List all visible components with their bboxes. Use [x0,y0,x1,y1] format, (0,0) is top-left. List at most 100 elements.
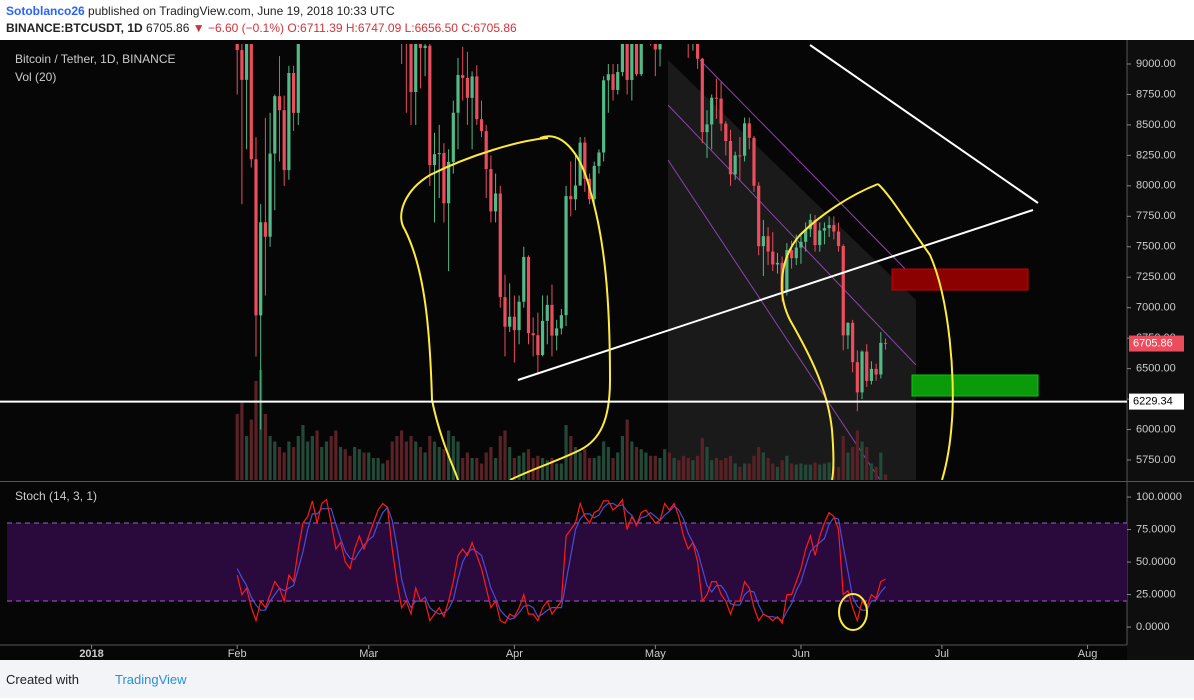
volume-bar [634,447,639,480]
volume-bar [353,447,357,480]
volume-bar [592,458,596,480]
candle-body [531,333,535,336]
volume-pane [235,370,888,480]
drawings [400,44,1039,480]
candle-body [277,96,282,111]
candle-body [602,80,606,153]
volume-bar [437,447,441,480]
volume-bar [836,466,841,480]
volume-bar [672,458,676,480]
candle-body [592,165,596,200]
candle-body [597,152,601,166]
volume-bar [841,436,845,480]
candle-body [432,154,437,166]
volume-bar [470,458,474,480]
stoch-line [236,498,886,625]
candle-body [540,320,545,355]
x-tick-label: 2018 [79,648,103,660]
volume-bar [851,447,855,480]
volume-bar [493,458,498,480]
author[interactable]: Sotoblanco26 [6,4,85,18]
x-tick-label: Jul [935,648,949,660]
volume-bar [761,452,765,480]
candle-body [705,124,709,133]
ohlc-h: H:6747.09 [345,21,402,35]
annotation-curve [780,183,954,480]
volume-bar [545,460,549,480]
price-label-bg [1129,393,1184,410]
y-tick-label: 7500.00 [1136,241,1176,253]
published: published on TradingView.com, June 19, 2… [88,4,395,18]
candle-body [855,362,859,393]
volume-bar [432,441,437,480]
volume-bar [681,455,686,480]
volume-bar [714,458,718,480]
volume-bar [489,447,493,480]
candle-body [846,322,850,336]
volume-bar [235,414,239,480]
candle-body [409,44,413,93]
price-label: 6229.34 [1133,396,1173,408]
volume-bar [818,464,822,480]
volume-bar [343,449,347,480]
volume-bar [414,441,418,480]
volume-bar [653,455,657,480]
support-box [911,374,1039,397]
volume-bar [771,463,775,480]
brand[interactable]: TradingView [114,672,187,687]
volume-bar [573,447,578,480]
y-tick-label: 9000.00 [1136,58,1176,70]
volume-bar [451,436,455,480]
volume-bar [479,463,484,480]
channel-line [667,104,917,366]
candle-body [263,222,267,237]
volume-bar [667,452,672,480]
volume-bar [484,452,488,480]
candle-body [653,44,657,50]
volume-bar [874,466,878,480]
volume-bar [705,447,709,480]
volume-bar [498,436,502,480]
volume-bar [517,455,521,480]
volume-bar [808,464,812,480]
candle-body [244,44,249,80]
volume-bar [719,460,723,480]
candle-body [268,153,272,237]
volume-bar [587,458,592,480]
volume-bar [686,458,690,480]
volume-bar [367,452,371,480]
candle-body [423,45,427,49]
ohlc-l: L:6656.50 [404,21,458,35]
volume-bar [348,455,352,480]
candle-body [620,44,625,73]
volume-bar [822,463,827,480]
resistance-box [891,268,1029,291]
volume-bar [320,447,324,480]
volume-bar [559,463,563,480]
ohlc-o: O:6711.39 [287,21,343,35]
volume-bar [503,430,507,480]
volume-bar [395,436,399,480]
candle-body [860,351,864,393]
volume-bar [616,452,620,480]
candle-body [757,185,761,247]
last: 6705.86 [146,21,190,35]
candle-body [484,131,488,170]
candles [235,44,888,430]
candle-body [489,169,493,212]
volume-bar [606,447,610,480]
candle-body [517,301,521,331]
volume-bar [540,458,545,480]
candle-body [470,76,474,98]
volume-bar [423,452,427,480]
candle-body [874,368,878,375]
volume-bar [780,460,784,480]
candle-body [747,123,751,138]
volume-bar [785,455,789,480]
candle-body [442,153,446,204]
candle-body [522,256,526,302]
footer: Created with TradingView [0,660,1194,698]
y-tick-label: 7000.00 [1136,302,1176,314]
candle-body [761,236,765,247]
y-tick-label: 8250.00 [1136,149,1176,161]
